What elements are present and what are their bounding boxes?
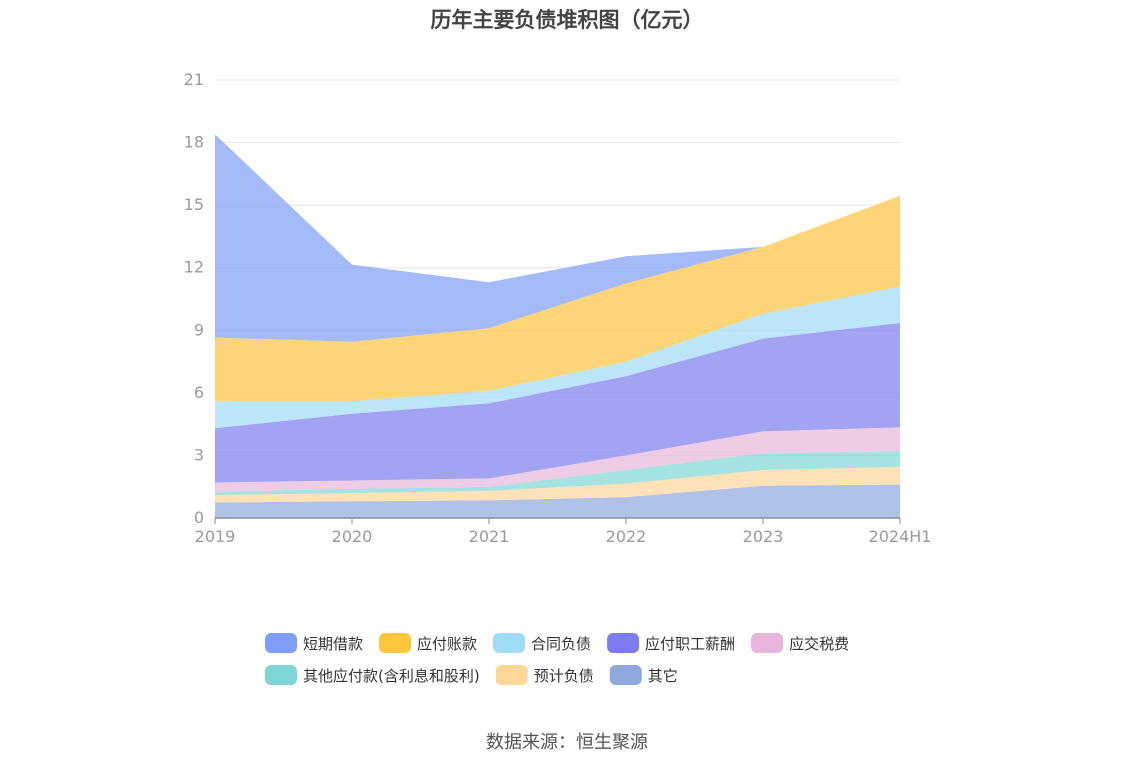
legend-swatch[interactable] xyxy=(609,665,642,685)
area-series-0[interactable] xyxy=(215,484,900,518)
legend-label[interactable]: 合同负债 xyxy=(531,635,591,653)
legend-label[interactable]: 其它 xyxy=(648,667,678,685)
area-series-5[interactable] xyxy=(215,286,900,429)
legend-swatch[interactable] xyxy=(495,665,528,685)
legend-swatch[interactable] xyxy=(265,633,297,653)
y-tick-label: 15 xyxy=(184,195,204,214)
data-source: 数据来源：恒生聚源 xyxy=(486,732,648,753)
area-series-4[interactable] xyxy=(215,323,900,483)
chart-title: 历年主要负债堆积图（亿元） xyxy=(430,8,704,32)
x-tick-label: 2023 xyxy=(743,527,784,546)
y-tick-label: 0 xyxy=(194,508,204,527)
y-tick-label: 12 xyxy=(184,258,204,277)
legend-label[interactable]: 预计负债 xyxy=(534,667,594,685)
legend-swatch[interactable] xyxy=(265,665,297,685)
y-tick-label: 3 xyxy=(194,445,204,464)
y-tick-label: 18 xyxy=(184,133,204,152)
x-tick-label: 2019 xyxy=(195,527,236,546)
legend-swatch[interactable] xyxy=(493,633,526,653)
x-tick-label: 2020 xyxy=(332,527,373,546)
area-series-2[interactable] xyxy=(215,451,900,496)
legend-label[interactable]: 应交税费 xyxy=(789,635,849,653)
x-tick-label: 2024H1 xyxy=(869,527,932,546)
legend-label[interactable]: 应付职工薪酬 xyxy=(645,635,735,653)
y-tick-label: 6 xyxy=(194,383,204,402)
area-series-7[interactable] xyxy=(215,134,900,342)
area-series-6[interactable] xyxy=(215,195,900,402)
area-series-1[interactable] xyxy=(215,466,900,503)
legend-label[interactable]: 短期借款 xyxy=(303,635,363,653)
area-series-3[interactable] xyxy=(215,427,900,492)
y-tick-label: 9 xyxy=(194,320,204,339)
legend-swatch[interactable] xyxy=(379,633,412,653)
legend-label[interactable]: 其他应付款(含利息和股利) xyxy=(303,667,480,685)
legend-swatch[interactable] xyxy=(751,633,784,653)
x-tick-label: 2021 xyxy=(469,527,510,546)
x-tick-label: 2022 xyxy=(606,527,647,546)
legend-swatch[interactable] xyxy=(607,633,640,653)
y-tick-label: 21 xyxy=(184,70,204,89)
legend-label[interactable]: 应付账款 xyxy=(417,635,477,653)
